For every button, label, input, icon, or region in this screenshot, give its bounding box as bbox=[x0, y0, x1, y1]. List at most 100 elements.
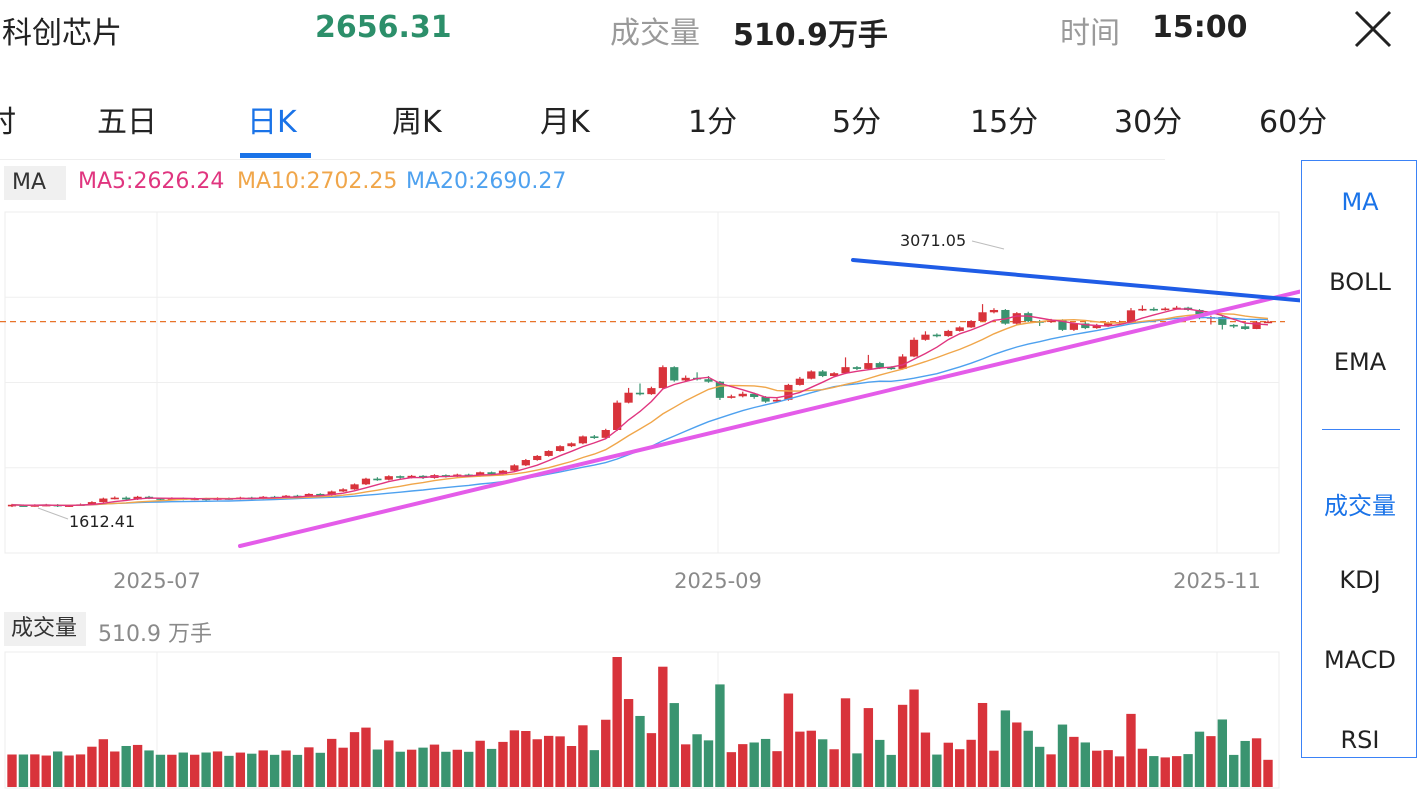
volume-bar bbox=[304, 747, 314, 787]
candle-body bbox=[715, 381, 725, 398]
tab-15min[interactable]: 15分 bbox=[970, 105, 1039, 140]
volume-bar bbox=[749, 742, 759, 787]
tabs-divider bbox=[0, 159, 1165, 160]
tab-five-day[interactable]: 五日 bbox=[97, 105, 157, 140]
candle-body bbox=[1263, 321, 1273, 324]
candle-body bbox=[944, 330, 953, 337]
volume-bar bbox=[612, 657, 622, 787]
volume-label: 成交量 bbox=[610, 16, 700, 51]
volume-bar bbox=[1114, 756, 1125, 787]
candle-body bbox=[156, 498, 165, 500]
indicator-boll[interactable]: BOLL bbox=[1329, 268, 1391, 296]
volume-bar bbox=[190, 754, 200, 787]
ma5-line bbox=[11, 308, 1269, 507]
tab-1min[interactable]: 1分 bbox=[688, 105, 738, 140]
volume-panel-badge[interactable]: 成交量 bbox=[4, 612, 86, 646]
volume-bar bbox=[406, 749, 417, 787]
close-button[interactable] bbox=[1350, 6, 1396, 52]
volume-bar bbox=[566, 745, 577, 787]
volume-bar bbox=[281, 750, 291, 787]
volume-bar bbox=[1103, 750, 1113, 787]
candle-body bbox=[807, 371, 816, 379]
volume-chart[interactable] bbox=[0, 640, 1300, 790]
volume-bar bbox=[1251, 738, 1262, 787]
candle-body bbox=[829, 373, 839, 377]
ma-legend-badge[interactable]: MA bbox=[4, 166, 66, 200]
indicator-panel: MA BOLL EMA 成交量 KDJ MACD RSI bbox=[1301, 160, 1417, 758]
volume-bar bbox=[977, 702, 988, 787]
indicator-macd[interactable]: MACD bbox=[1324, 646, 1396, 674]
volume-bar bbox=[1012, 722, 1022, 787]
candle-body bbox=[681, 377, 690, 381]
candle-body bbox=[1046, 320, 1056, 323]
candle-body bbox=[384, 476, 393, 480]
candle-body bbox=[1012, 313, 1021, 324]
ma10-line bbox=[11, 312, 1269, 506]
candle-body bbox=[361, 478, 371, 485]
tab-weekly-k[interactable]: 周K bbox=[392, 105, 442, 140]
candle-body bbox=[761, 396, 770, 402]
candle-body bbox=[590, 436, 599, 439]
volume-bar bbox=[167, 754, 177, 787]
low-price-label: 1612.41 bbox=[69, 512, 135, 531]
candle-body bbox=[373, 478, 382, 481]
time-label: 时间 bbox=[1060, 16, 1120, 51]
volume-bar bbox=[224, 755, 234, 787]
volume-bar bbox=[680, 744, 691, 787]
indicator-volume[interactable]: 成交量 bbox=[1324, 492, 1396, 520]
volume-bar bbox=[829, 749, 839, 787]
volume-bar bbox=[349, 732, 360, 787]
candle-body bbox=[304, 493, 313, 497]
close-icon bbox=[1354, 10, 1392, 48]
candlestick-chart[interactable]: 3071.05 1612.41 2025-07 2025-09 2025-11 bbox=[0, 160, 1300, 600]
indicator-kdj[interactable]: KDJ bbox=[1339, 566, 1381, 594]
volume-bar bbox=[1023, 730, 1033, 787]
volume-bar bbox=[1057, 724, 1068, 787]
volume-bar bbox=[726, 752, 737, 787]
volume-bar bbox=[315, 752, 325, 787]
volume-bar bbox=[64, 755, 74, 787]
volume-bar bbox=[1263, 759, 1273, 787]
candle-body bbox=[841, 367, 850, 374]
volume-bar bbox=[818, 739, 828, 787]
volume-bar bbox=[452, 749, 462, 787]
volume-bar bbox=[1194, 731, 1205, 787]
indicator-rsi[interactable]: RSI bbox=[1340, 726, 1380, 754]
volume-bar bbox=[806, 730, 816, 787]
tab-daily-k[interactable]: 日K bbox=[247, 105, 297, 140]
candle-body bbox=[818, 371, 827, 377]
candle-body bbox=[772, 399, 782, 402]
volume-bar bbox=[521, 731, 531, 787]
tab-60min[interactable]: 60分 bbox=[1259, 105, 1328, 140]
candle-body bbox=[658, 367, 667, 389]
candle-body bbox=[521, 460, 530, 466]
tab-5min[interactable]: 5分 bbox=[832, 105, 882, 140]
x-axis-tick-label: 2025-09 bbox=[674, 569, 762, 593]
tab-30min[interactable]: 30分 bbox=[1114, 105, 1183, 140]
tab-intraday[interactable]: 时 bbox=[0, 105, 16, 140]
volume-bar bbox=[1217, 719, 1228, 787]
tab-monthly-k[interactable]: 月K bbox=[540, 105, 590, 140]
volume-bar bbox=[1000, 710, 1011, 787]
volume-bar bbox=[886, 754, 896, 787]
high-price-label: 3071.05 bbox=[900, 231, 966, 250]
candle-body bbox=[327, 491, 336, 495]
candle-body bbox=[670, 367, 679, 381]
volume-bar bbox=[897, 704, 908, 787]
candle-body bbox=[533, 455, 542, 461]
indicator-ema[interactable]: EMA bbox=[1333, 348, 1387, 376]
volume-bar bbox=[783, 693, 794, 787]
candle-body bbox=[350, 484, 359, 490]
volume-bar bbox=[692, 734, 702, 787]
candle-body bbox=[864, 363, 873, 369]
candle-body bbox=[887, 367, 896, 370]
volume-bar bbox=[212, 751, 223, 787]
candle-body bbox=[567, 443, 576, 447]
volume-bar bbox=[98, 739, 109, 787]
volume-bar bbox=[475, 740, 485, 787]
volume-bar bbox=[852, 753, 862, 787]
volume-bar bbox=[464, 751, 474, 787]
indicator-ma[interactable]: MA bbox=[1341, 188, 1379, 216]
candle-body bbox=[989, 309, 999, 313]
low-price-leader bbox=[37, 507, 69, 520]
